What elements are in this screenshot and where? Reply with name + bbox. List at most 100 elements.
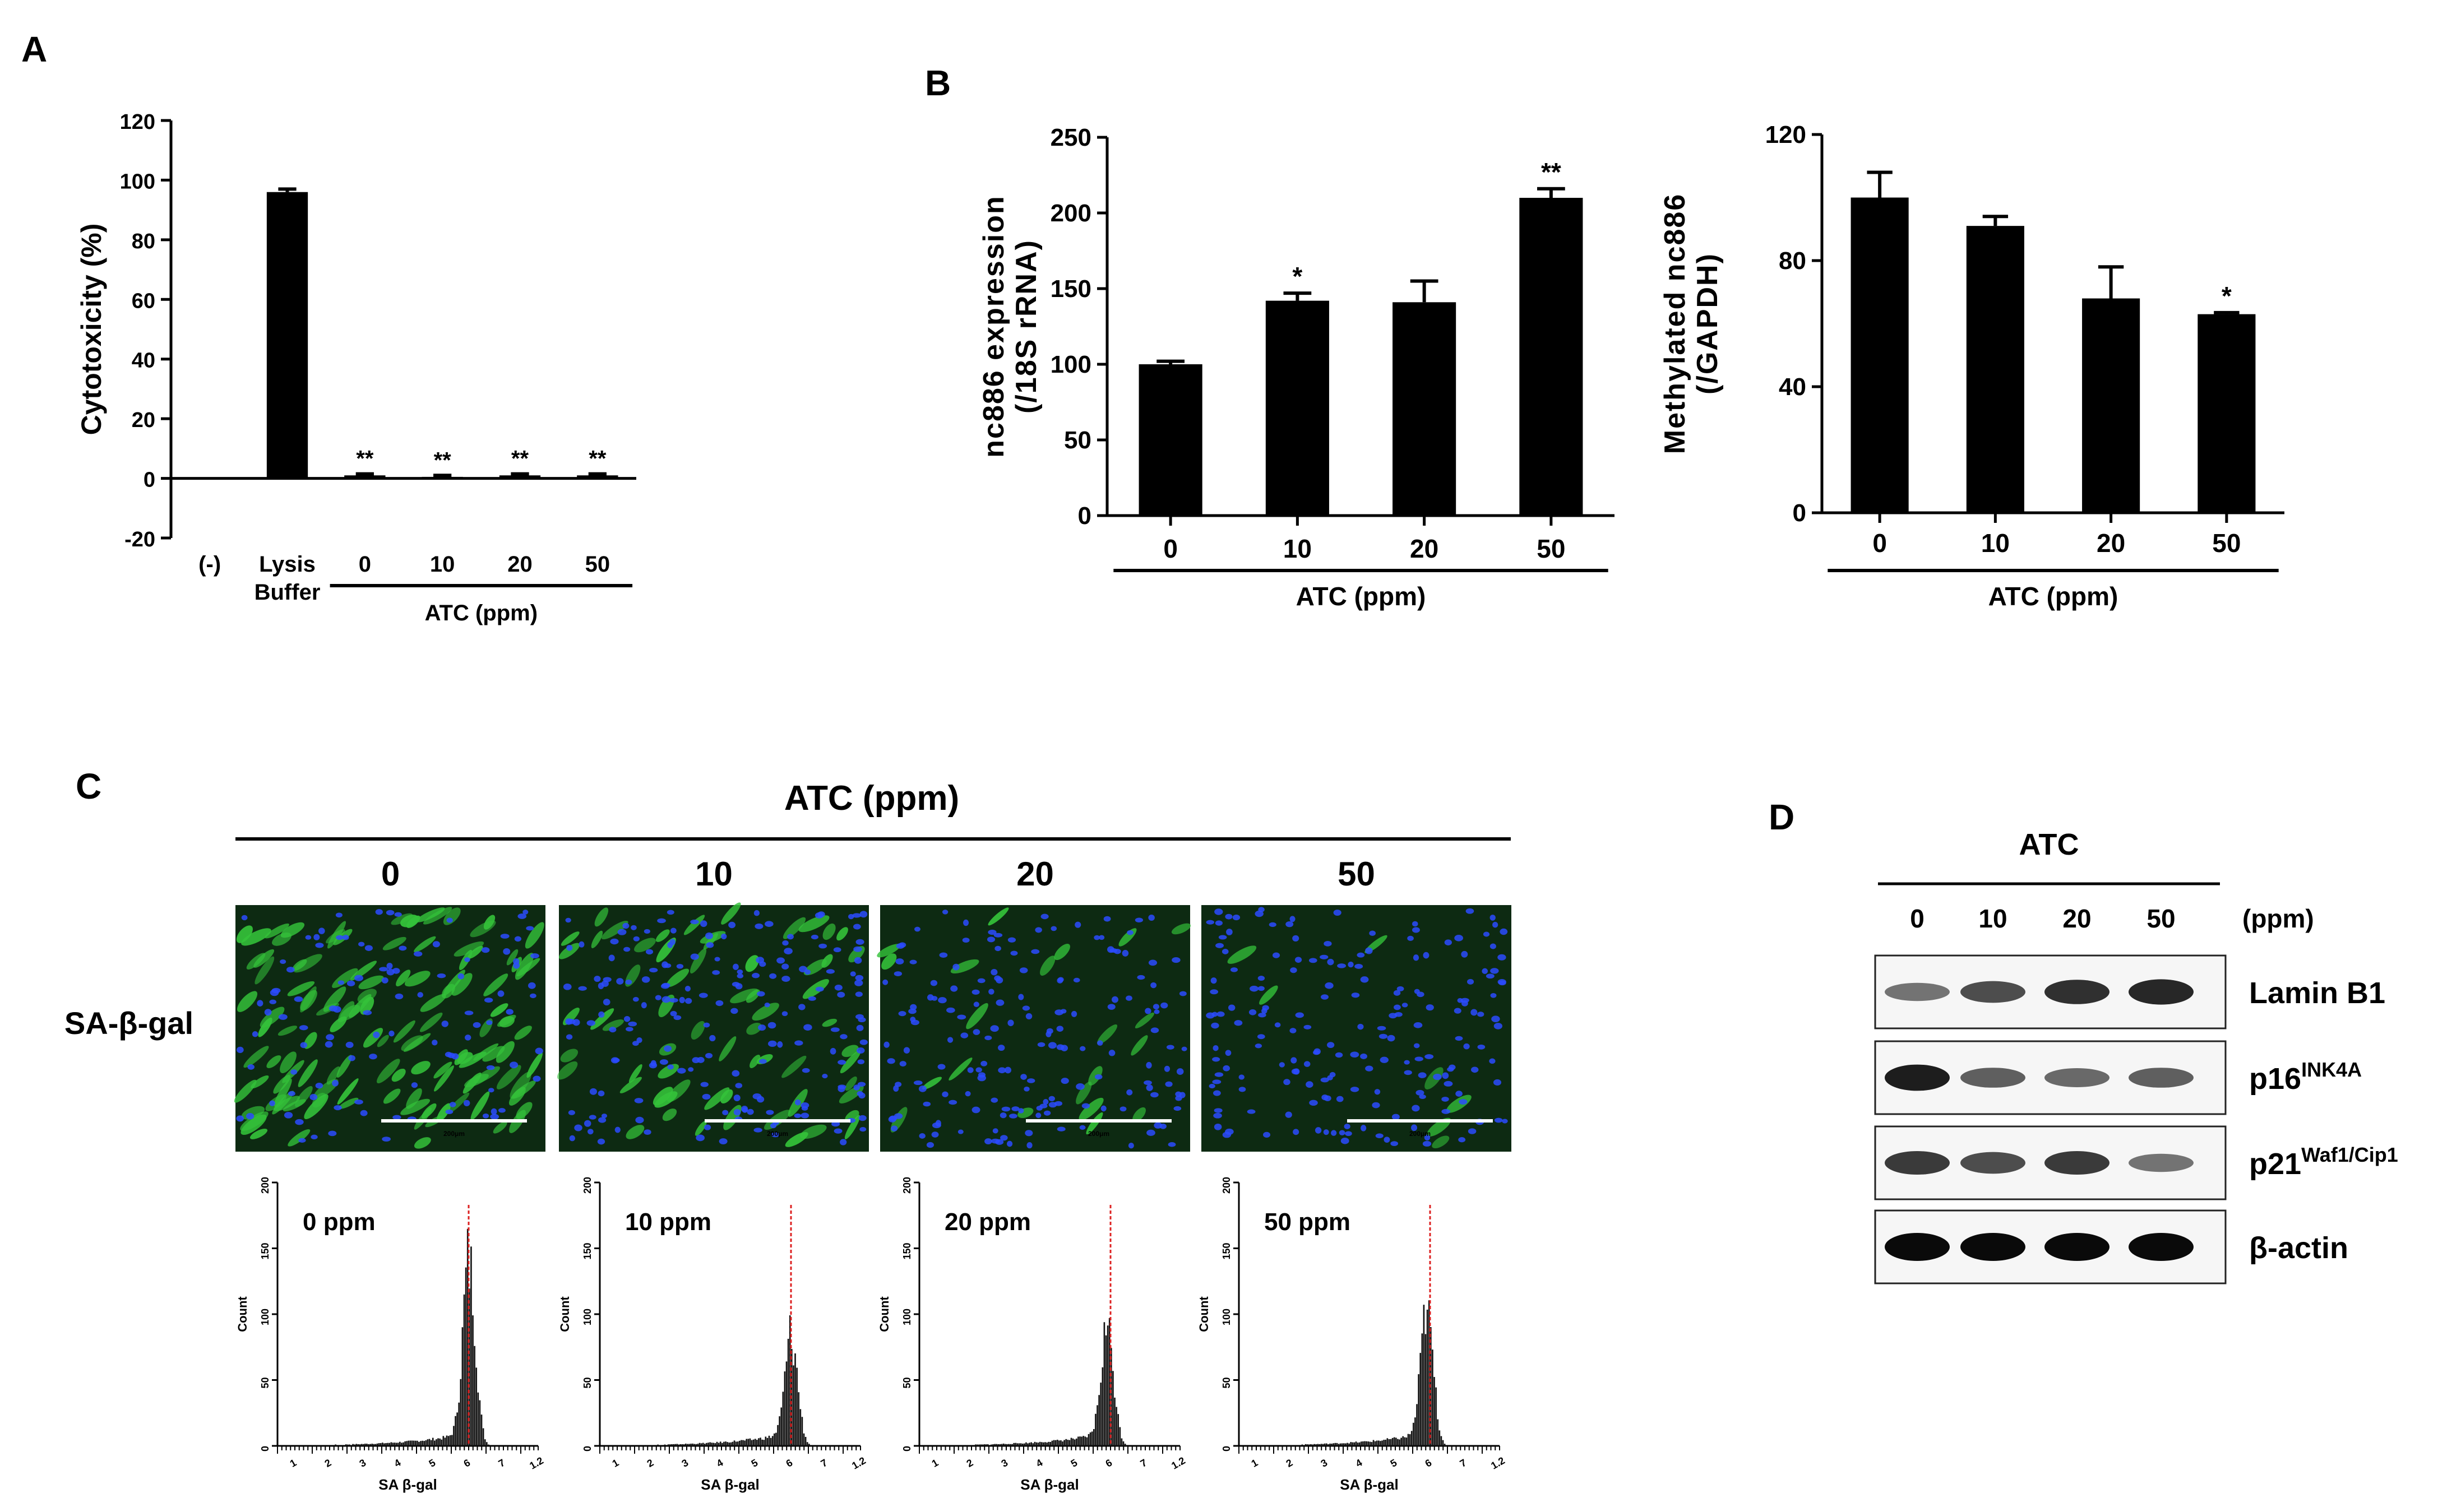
green-cell xyxy=(798,915,830,933)
blue-nucleus xyxy=(1211,1022,1219,1029)
blue-nucleus xyxy=(1309,1100,1318,1106)
hist-bar xyxy=(1082,1436,1085,1446)
blue-nucleus xyxy=(1045,1031,1052,1037)
y-axis-label: nc886 expression xyxy=(978,195,1010,457)
hist-bar xyxy=(714,1443,716,1446)
blue-nucleus xyxy=(432,941,440,948)
hist-bar xyxy=(770,1437,772,1446)
y-axis-label: (/GAPDH) xyxy=(1691,253,1724,395)
blue-nucleus xyxy=(633,936,640,941)
blue-nucleus xyxy=(770,1123,777,1129)
blue-nucleus xyxy=(1146,1084,1153,1091)
blue-nucleus xyxy=(1079,1125,1086,1130)
green-cell xyxy=(840,1050,861,1074)
hist-bar xyxy=(376,1443,378,1446)
column-label: 10 xyxy=(695,855,733,893)
hist-bar xyxy=(397,1443,399,1446)
blue-nucleus xyxy=(417,992,424,998)
blue-nucleus xyxy=(1321,1094,1329,1101)
blue-nucleus xyxy=(1354,963,1363,969)
blue-nucleus xyxy=(1043,1098,1049,1105)
blot-1: p16INK4A xyxy=(1874,1040,2362,1115)
green-cell xyxy=(376,1059,400,1084)
blue-nucleus xyxy=(484,998,493,1003)
hist-bar xyxy=(1364,1441,1366,1446)
green-cell xyxy=(1076,1081,1092,1105)
blue-nucleus xyxy=(895,958,904,964)
blue-nucleus xyxy=(1279,1062,1285,1068)
blue-nucleus xyxy=(1146,1129,1155,1136)
blue-nucleus xyxy=(690,953,699,960)
blue-nucleus xyxy=(1303,1061,1311,1067)
blue-nucleus xyxy=(1360,976,1369,983)
hist-bar xyxy=(1329,1443,1331,1446)
hist-y-tick-label: 0 xyxy=(582,1446,593,1451)
blue-nucleus xyxy=(858,1017,866,1023)
hist-bar xyxy=(1357,1443,1359,1446)
band xyxy=(2129,979,2194,1005)
hist-bar xyxy=(449,1435,451,1446)
blue-nucleus xyxy=(1035,1112,1042,1119)
blue-nucleus xyxy=(574,1124,582,1131)
blue-nucleus xyxy=(1215,920,1223,926)
y-tick-label: 20 xyxy=(132,409,155,432)
hist-bar xyxy=(1385,1439,1387,1446)
hist-bar xyxy=(1418,1374,1419,1446)
blue-nucleus xyxy=(741,1105,748,1112)
hist-x-tick-label: 7 xyxy=(1139,1457,1149,1469)
blue-nucleus xyxy=(1258,907,1265,912)
lane-label: 20 xyxy=(2062,904,2091,933)
hist-bar xyxy=(1029,1443,1030,1446)
blue-nucleus xyxy=(965,1091,971,1097)
hist-bar xyxy=(466,1228,469,1446)
hist-x-tick-label: 2 xyxy=(645,1457,656,1469)
blue-nucleus xyxy=(1345,1131,1352,1137)
blue-nucleus xyxy=(1294,957,1302,963)
blot-label-superscript: Waf1/Cip1 xyxy=(2301,1143,2398,1166)
bar xyxy=(2198,314,2256,513)
group-label: ATC (ppm) xyxy=(1988,582,2118,611)
blue-nucleus xyxy=(781,963,789,970)
blue-nucleus xyxy=(757,991,765,997)
hist-bar xyxy=(1107,1325,1109,1446)
blue-nucleus xyxy=(1315,1127,1322,1134)
y-axis-label: Cytotoxicity (%) xyxy=(76,224,107,435)
blue-nucleus xyxy=(598,1090,605,1097)
blue-nucleus xyxy=(834,984,843,991)
blue-nucleus xyxy=(903,1047,910,1054)
significance-marker: * xyxy=(2222,281,2232,310)
blue-nucleus xyxy=(288,1091,295,1096)
green-cell xyxy=(258,1017,272,1037)
hist-bar xyxy=(732,1441,734,1446)
blue-nucleus xyxy=(853,1084,860,1091)
blue-nucleus xyxy=(978,1072,986,1078)
blue-nucleus xyxy=(625,979,632,985)
blue-nucleus xyxy=(703,1022,710,1028)
blue-nucleus xyxy=(1482,968,1488,975)
hist-bar xyxy=(766,1437,769,1446)
green-cell xyxy=(400,1098,431,1115)
blue-nucleus xyxy=(1269,922,1276,927)
blue-nucleus xyxy=(938,997,947,1004)
hist-bar xyxy=(1086,1437,1088,1446)
blue-nucleus xyxy=(963,919,969,926)
hist-bar xyxy=(1053,1440,1055,1446)
blue-nucleus xyxy=(1022,1005,1030,1011)
hist-bar xyxy=(975,1444,977,1446)
category-label: 0 xyxy=(1163,534,1178,563)
blue-nucleus xyxy=(280,959,286,964)
blue-nucleus xyxy=(486,1020,493,1026)
green-cell xyxy=(704,1087,730,1110)
hist-bar xyxy=(1062,1441,1063,1446)
blue-nucleus xyxy=(522,910,529,915)
green-cell xyxy=(406,1088,422,1109)
blue-nucleus xyxy=(598,1117,607,1123)
blue-nucleus xyxy=(1326,1042,1335,1049)
blue-nucleus xyxy=(589,1115,596,1120)
hist-x-tick-label: 1 xyxy=(1250,1457,1260,1469)
blue-nucleus xyxy=(830,1047,836,1055)
blue-nucleus xyxy=(661,996,671,1003)
hist-bar xyxy=(1433,1377,1435,1446)
green-cell xyxy=(490,1003,508,1017)
